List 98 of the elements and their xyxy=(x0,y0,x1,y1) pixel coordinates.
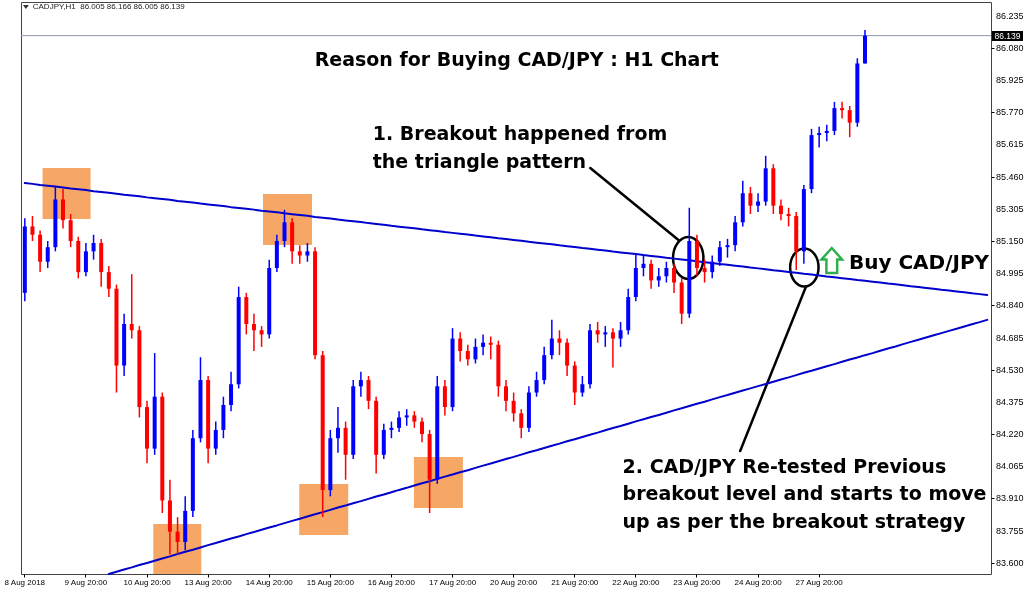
candlestick xyxy=(840,101,845,120)
y-tick-label: 85.615 xyxy=(996,139,1024,150)
y-tick-label: 83.755 xyxy=(996,525,1024,536)
x-tick-label: 21 Aug 20:00 xyxy=(551,577,599,587)
candlestick xyxy=(229,371,234,412)
y-tick-label: 86.080 xyxy=(996,42,1024,53)
y-tick-label: 85.925 xyxy=(996,75,1024,86)
candlestick xyxy=(129,273,134,340)
candlestick xyxy=(778,198,783,221)
candlestick xyxy=(442,379,447,417)
candlestick xyxy=(603,325,608,348)
candlestick xyxy=(282,209,287,248)
candlestick xyxy=(649,258,654,290)
candlestick xyxy=(213,420,218,456)
candlestick xyxy=(397,410,402,433)
candlestick xyxy=(710,254,715,280)
x-tick-label: 17 Aug 20:00 xyxy=(428,577,477,587)
annotation: 2. CAD/JPY Re-tested Previous breakout level and starts to move up as per the breakout strategy xyxy=(622,453,988,535)
candlestick xyxy=(473,337,478,365)
y-tick-label: 85.305 xyxy=(996,203,1024,214)
candlestick xyxy=(610,327,615,369)
x-tick-label: 13 Aug 20:00 xyxy=(184,577,233,587)
x-tick-label: 9 Aug 20:00 xyxy=(64,577,108,587)
line-series xyxy=(107,318,989,575)
y-tick-label: 84.840 xyxy=(996,300,1024,311)
x-tick-label: 16 Aug 20:00 xyxy=(367,577,416,587)
annotation: Buy CAD/JPY xyxy=(848,249,990,276)
candlestick xyxy=(465,344,470,367)
candlestick xyxy=(68,213,73,248)
candlestick xyxy=(481,333,486,356)
x-tick-label: 24 Aug 20:00 xyxy=(734,577,783,587)
candlestick xyxy=(83,242,88,278)
candlestick xyxy=(664,260,669,284)
y-tick-label: 84.375 xyxy=(996,396,1024,407)
annotation: 1. Breakout happened from the triangle pattern xyxy=(372,120,669,175)
candlestick xyxy=(504,379,508,412)
candlestick xyxy=(824,123,829,143)
candlestick xyxy=(733,215,738,253)
line-series xyxy=(23,182,989,296)
y-tick-label: 85.770 xyxy=(996,107,1024,118)
candlestick xyxy=(106,265,111,298)
y-tick-label: 85.460 xyxy=(996,171,1024,182)
candlestick xyxy=(565,337,570,377)
x-tick-label: 8 Aug 2018 xyxy=(4,577,46,587)
candlestick xyxy=(335,406,340,454)
candlestick xyxy=(786,207,791,228)
candlestick xyxy=(488,335,493,361)
x-tick-label: 22 Aug 20:00 xyxy=(612,577,660,587)
x-tick-label: 10 Aug 20:00 xyxy=(123,577,172,587)
candlestick xyxy=(832,101,837,136)
candlestick xyxy=(756,192,761,213)
candlestick xyxy=(717,240,722,267)
candlestick xyxy=(557,329,562,356)
candlestick xyxy=(702,258,707,284)
candlestick xyxy=(91,233,96,261)
x-tick-label: 14 Aug 20:00 xyxy=(245,577,294,587)
y-tick-label: 84.685 xyxy=(996,332,1024,343)
candlestick xyxy=(358,371,363,398)
candlestick xyxy=(366,375,371,410)
annotation: CADJPY,H1 86.005 86.166 86.005 86.139 xyxy=(32,2,185,12)
candlestick xyxy=(511,391,516,423)
x-tick-label: 15 Aug 20:00 xyxy=(306,577,355,587)
candlestick xyxy=(641,254,646,278)
candlestick xyxy=(61,188,66,230)
candlestick xyxy=(580,375,585,398)
y-tick-label: 85.150 xyxy=(996,235,1024,246)
ref-line-label: 86.139 xyxy=(992,30,1023,41)
candlestick xyxy=(534,371,539,398)
candlestick xyxy=(748,186,753,215)
text: Reason for Buying CAD/JPY : H1 Chart xyxy=(313,47,720,72)
candlestick xyxy=(817,126,822,149)
candlestick xyxy=(30,215,35,242)
x-tick-label: 23 Aug 20:00 xyxy=(673,577,722,587)
y-tick-label: 84.530 xyxy=(996,364,1024,375)
candlestick xyxy=(656,267,661,288)
y-tick-label: 84.995 xyxy=(996,268,1024,279)
y-tick-label: 83.600 xyxy=(996,557,1024,568)
candlestick xyxy=(595,321,600,344)
candlestick xyxy=(259,325,264,348)
candlestick xyxy=(297,244,302,265)
x-tick-label: 20 Aug 20:00 xyxy=(490,577,538,587)
x-tick-label: 27 Aug 20:00 xyxy=(795,577,844,587)
candlestick xyxy=(672,263,677,294)
y-tick-label: 83.910 xyxy=(996,493,1024,504)
candlestick xyxy=(519,408,524,439)
candlestick xyxy=(618,321,623,348)
y-tick-label: 84.220 xyxy=(996,429,1024,440)
candlestick xyxy=(45,240,50,269)
candlestick xyxy=(251,312,256,352)
candlestick xyxy=(847,105,852,138)
candlestick xyxy=(419,416,424,444)
candlestick xyxy=(458,331,463,363)
candlestick xyxy=(549,319,554,361)
candlestick xyxy=(725,238,730,259)
candlestick xyxy=(175,516,180,556)
candlestick xyxy=(305,242,310,263)
y-tick-label: 84.065 xyxy=(996,461,1024,472)
y-tick-label: 86.235 xyxy=(996,10,1024,21)
